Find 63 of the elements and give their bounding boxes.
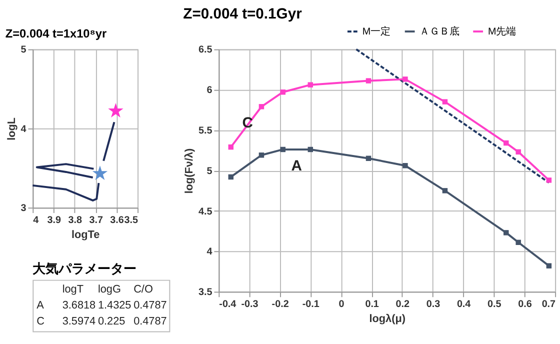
x-tick-label: 4 <box>33 214 40 226</box>
point <box>308 146 314 152</box>
legend-label: M先端 <box>488 25 516 38</box>
x-tick-label: 0 <box>338 299 345 310</box>
y-axis-title: logL <box>6 117 18 140</box>
point <box>280 146 286 152</box>
x-tick-label: 3.5 <box>124 214 139 226</box>
y-tick-label: 5 <box>206 166 213 177</box>
point <box>258 104 264 110</box>
point <box>366 156 372 161</box>
x-axis-title: logλ(μ) <box>369 312 406 325</box>
point <box>402 163 408 168</box>
x-tick-label: -0.1 <box>302 299 320 310</box>
point <box>504 230 509 236</box>
annotation: A <box>291 158 302 174</box>
y-tick-label: 5.5 <box>198 126 213 137</box>
point <box>442 99 448 104</box>
point <box>366 78 372 84</box>
x-tick-label: 0.3 <box>426 299 441 310</box>
y-tick-label: 5 <box>20 44 27 56</box>
y-tick-label: 3 <box>20 203 27 214</box>
text: C 3.5974 0.225 0.4787 <box>36 315 167 328</box>
y-tick-label: 6 <box>206 85 213 96</box>
y-tick-label: 4 <box>206 246 213 258</box>
x-tick-label: 3.7 <box>89 214 104 226</box>
y-tick-label: 3.5 <box>198 287 213 298</box>
point <box>280 89 286 95</box>
point <box>308 82 314 88</box>
chart-title: Z=0.004 t=1x10⁸yr <box>5 26 107 40</box>
point <box>402 76 408 82</box>
x-tick-label: 0.6 <box>518 299 532 310</box>
x-tick-label: -0.2 <box>272 299 290 310</box>
chart-title: Z=0.004 t=0.1Gyr <box>183 6 302 23</box>
x-tick-label: 0.7 <box>542 299 556 310</box>
y-axis-title: log(Fν/λ) <box>184 148 196 194</box>
point <box>504 140 509 146</box>
point <box>516 149 521 155</box>
x-tick-label: -0.3 <box>241 299 259 310</box>
point <box>546 263 552 268</box>
point <box>442 188 448 194</box>
x-tick-label: 0.1 <box>365 299 380 310</box>
y-tick-label: 4.5 <box>198 206 213 218</box>
point <box>546 178 552 183</box>
text: 大気パラメーター <box>32 260 137 276</box>
x-tick-label: 3.8 <box>68 214 82 226</box>
line-series <box>32 182 100 202</box>
point <box>258 152 264 158</box>
legend-label: ＡＧＢ底 <box>420 25 460 38</box>
point <box>516 240 521 246</box>
y-tick-label: 6.5 <box>198 44 213 56</box>
x-tick-label: 3.9 <box>47 214 62 226</box>
x-axis-title: logTe <box>71 228 100 241</box>
y-tick-label: 4 <box>20 124 27 135</box>
text: logT logG C/O <box>62 284 153 296</box>
point <box>228 144 234 150</box>
x-tick-label: 3.6 <box>110 214 124 226</box>
x-tick-label: 0.2 <box>396 299 410 310</box>
text: A 3.6818 1.4325 0.4787 <box>36 300 167 312</box>
x-tick-label: 0.4 <box>456 299 472 310</box>
point <box>228 174 234 180</box>
x-tick-label: -0.4 <box>219 299 237 310</box>
legend-label: M一定 <box>362 25 391 38</box>
x-tick-label: 0.5 <box>488 299 502 310</box>
